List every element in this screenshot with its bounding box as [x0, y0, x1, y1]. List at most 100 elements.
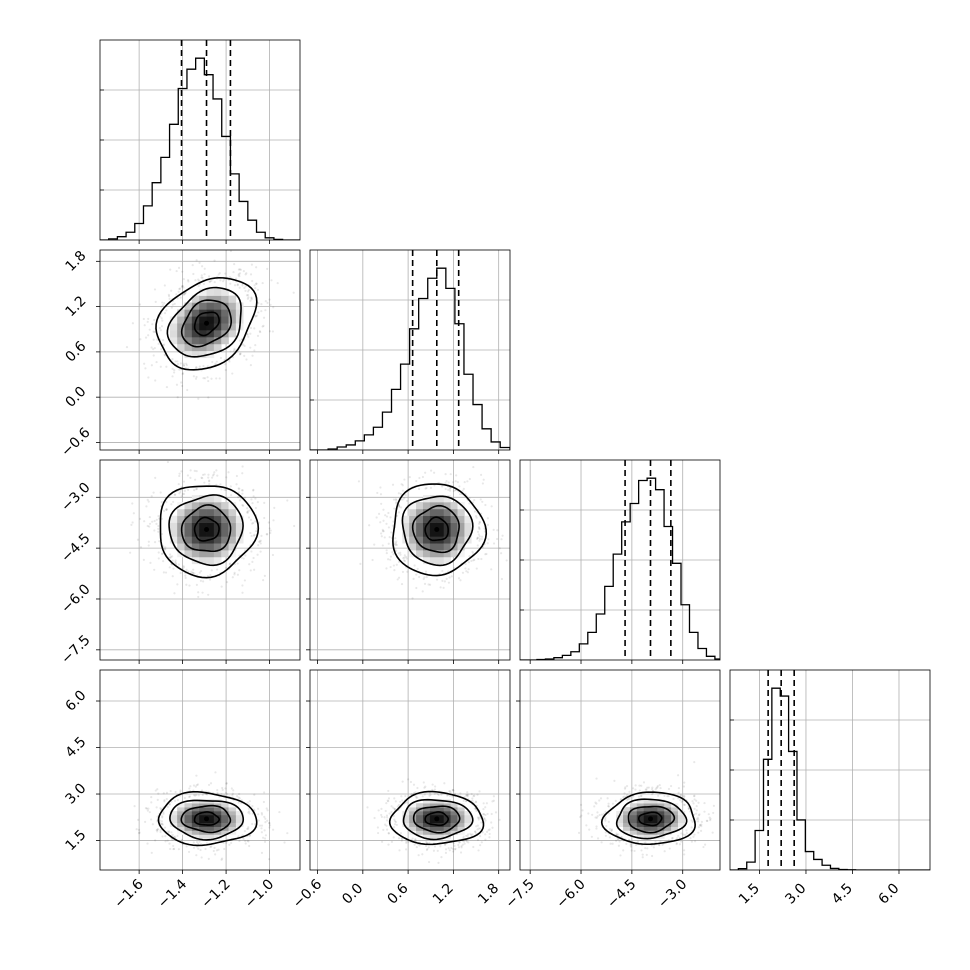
sample-point — [697, 831, 700, 834]
sample-point — [147, 317, 150, 320]
density-cell — [436, 543, 444, 551]
sample-point — [405, 801, 408, 804]
sample-point — [458, 841, 461, 844]
sample-point — [235, 474, 238, 478]
sample-point — [413, 564, 416, 567]
density-cell — [199, 814, 207, 820]
density-cell — [221, 288, 229, 296]
sample-point — [163, 799, 166, 802]
density-cell — [169, 323, 178, 331]
sample-point — [162, 811, 165, 814]
sample-point — [251, 354, 254, 357]
sample-point — [373, 816, 376, 820]
panel-frame — [309, 459, 511, 661]
sample-point — [428, 583, 432, 586]
sample-point — [477, 827, 480, 830]
density-cell — [443, 807, 451, 812]
sample-point — [400, 506, 403, 509]
sample-point — [197, 278, 200, 281]
sample-point — [425, 486, 428, 490]
sample-point — [464, 562, 467, 566]
sample-point — [194, 478, 197, 481]
density-cell — [191, 502, 200, 510]
sample-point — [484, 806, 487, 809]
panel-frame — [729, 669, 931, 871]
sample-point — [407, 840, 410, 843]
sample-point — [181, 372, 185, 375]
density-cell — [402, 515, 410, 523]
density-cell — [199, 495, 207, 503]
sample-point — [485, 802, 488, 805]
sample-point — [151, 323, 154, 326]
density-cell — [228, 295, 237, 303]
sample-point — [585, 824, 588, 827]
sample-point — [176, 297, 179, 300]
sample-point — [130, 523, 133, 526]
density-cell — [422, 515, 431, 523]
sample-point — [209, 782, 213, 785]
sample-point — [268, 821, 271, 825]
sample-point — [690, 840, 693, 843]
sample-point — [393, 818, 396, 821]
sample-point — [184, 574, 187, 577]
sample-point — [251, 560, 254, 563]
density-cell — [436, 811, 444, 816]
sample-point — [286, 499, 289, 502]
sample-point — [172, 844, 175, 848]
density-cell — [221, 803, 229, 808]
sample-point — [429, 486, 433, 489]
sample-point — [461, 843, 464, 846]
sample-point — [392, 564, 395, 567]
x-tick-label: −1.4 — [155, 876, 190, 911]
density-cell — [643, 814, 651, 820]
sample-point — [385, 567, 388, 570]
sample-point — [671, 836, 674, 840]
sample-point — [404, 848, 408, 851]
sample-point — [246, 290, 250, 293]
sample-point — [625, 842, 628, 845]
sample-point — [474, 800, 478, 803]
sample-point — [617, 833, 620, 836]
sample-point — [466, 795, 469, 798]
density-cell — [213, 807, 222, 812]
density-cell — [457, 550, 465, 558]
sample-point — [594, 816, 597, 819]
panel-frame — [99, 39, 301, 241]
sample-point — [693, 794, 696, 797]
sample-point — [260, 813, 264, 816]
density-cell — [228, 818, 237, 824]
density-cell — [436, 814, 444, 820]
sample-point — [215, 469, 218, 472]
density-cell — [235, 515, 244, 523]
sample-point — [428, 794, 431, 797]
sample-point — [201, 793, 204, 796]
sample-point — [198, 279, 201, 282]
sample-point — [456, 481, 459, 484]
sample-point — [156, 338, 159, 341]
sample-point — [605, 824, 608, 828]
sample-point — [421, 853, 424, 856]
density-cell — [450, 522, 458, 530]
sample-point — [148, 515, 151, 519]
density-cell — [206, 330, 215, 338]
sample-point — [679, 799, 682, 802]
sample-point — [150, 346, 153, 349]
sample-point — [253, 534, 256, 537]
sample-point — [145, 807, 149, 810]
density-cell — [429, 814, 438, 820]
sample-point — [237, 801, 240, 804]
density-cell — [416, 818, 424, 824]
sample-point — [611, 842, 614, 845]
sample-point — [173, 799, 177, 802]
density-cell — [429, 515, 438, 523]
sample-point — [231, 576, 234, 579]
density-cell — [457, 515, 465, 523]
sample-point — [143, 362, 146, 365]
sample-point — [487, 829, 490, 832]
sample-point — [177, 482, 180, 486]
sample-point — [658, 783, 661, 787]
sample-point — [437, 861, 440, 864]
sample-point — [473, 510, 477, 513]
sample-point — [498, 547, 501, 550]
sample-point — [158, 326, 161, 330]
